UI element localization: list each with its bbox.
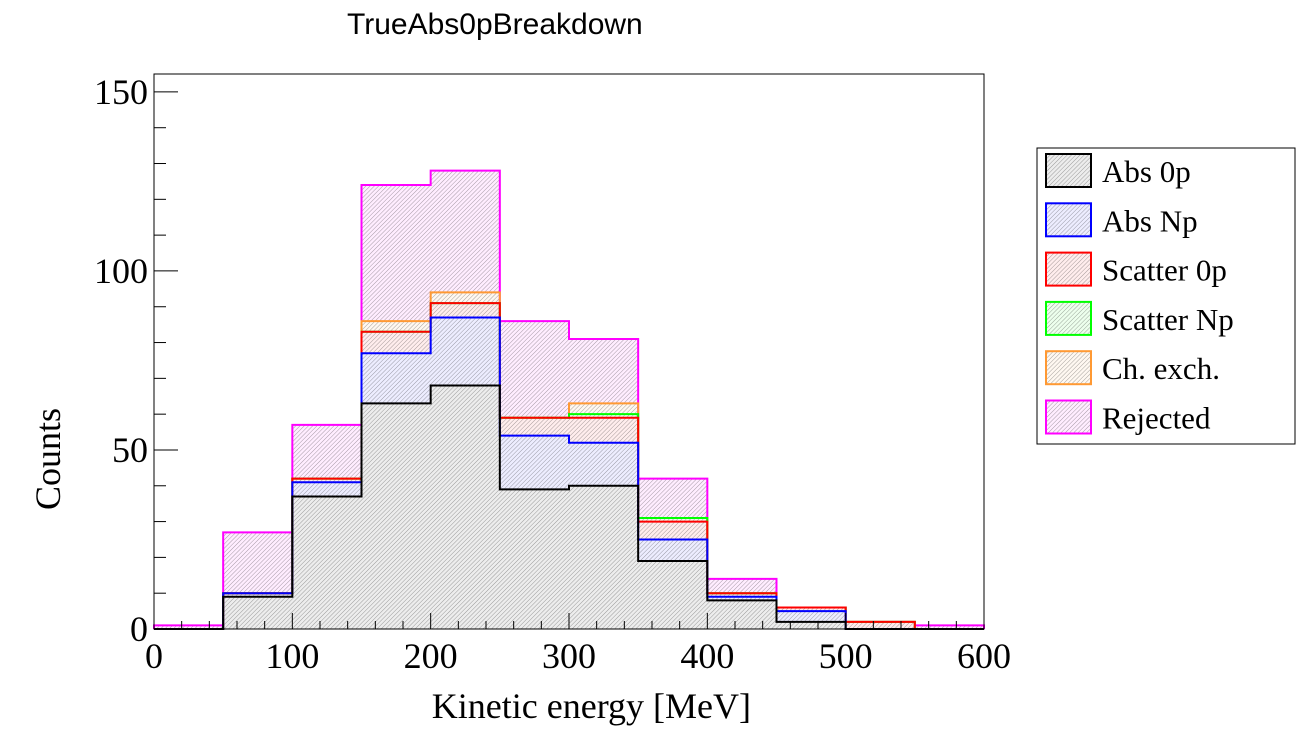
legend: Abs 0p Abs Np Scatter 0p Scatter Np Ch. exch… [1036,147,1296,445]
legend-swatch-ch-exch [1045,350,1092,386]
x-tick-label: 500 [819,636,873,676]
histogram-fills [154,170,984,629]
legend-swatch-rejected [1045,399,1092,435]
legend-label-rejected: Rejected [1102,401,1211,436]
legend-swatch-scatter-np [1045,300,1092,336]
legend-swatch-abs-0p [1045,153,1092,188]
y-tick-label: 0 [130,609,148,649]
legend-label-scatter-np: Scatter Np [1102,302,1234,337]
y-tick-label: 150 [94,72,148,112]
x-tick-label: 400 [680,636,734,676]
legend-swatch-scatter-0p [1045,251,1092,287]
y-tick-label: 50 [112,430,148,470]
x-tick-label: 300 [542,636,596,676]
x-tick-label: 0 [145,636,163,676]
legend-swatch-abs-np [1045,202,1092,238]
legend-box [1036,147,1296,445]
y-axis-title: Counts [28,408,68,510]
legend-label-abs-np: Abs Np [1102,203,1198,238]
legend-label-ch-exch: Ch. exch. [1102,351,1220,386]
y-tick-label: 100 [94,251,148,291]
x-tick-label: 200 [404,636,458,676]
legend-label-abs-0p: Abs 0p [1102,154,1191,189]
series-outline-abs-0p [154,384,984,630]
x-tick-label: 100 [265,636,319,676]
x-tick-label: 600 [957,636,1011,676]
x-axis-title: Kinetic energy [MeV] [432,686,751,726]
axes: 0 100 200 300 400 500 600 0 50 100 150 [94,72,1011,676]
legend-label-scatter-0p: Scatter 0p [1102,253,1227,288]
chart-title: TrueAbs0pBreakdown [347,8,643,41]
